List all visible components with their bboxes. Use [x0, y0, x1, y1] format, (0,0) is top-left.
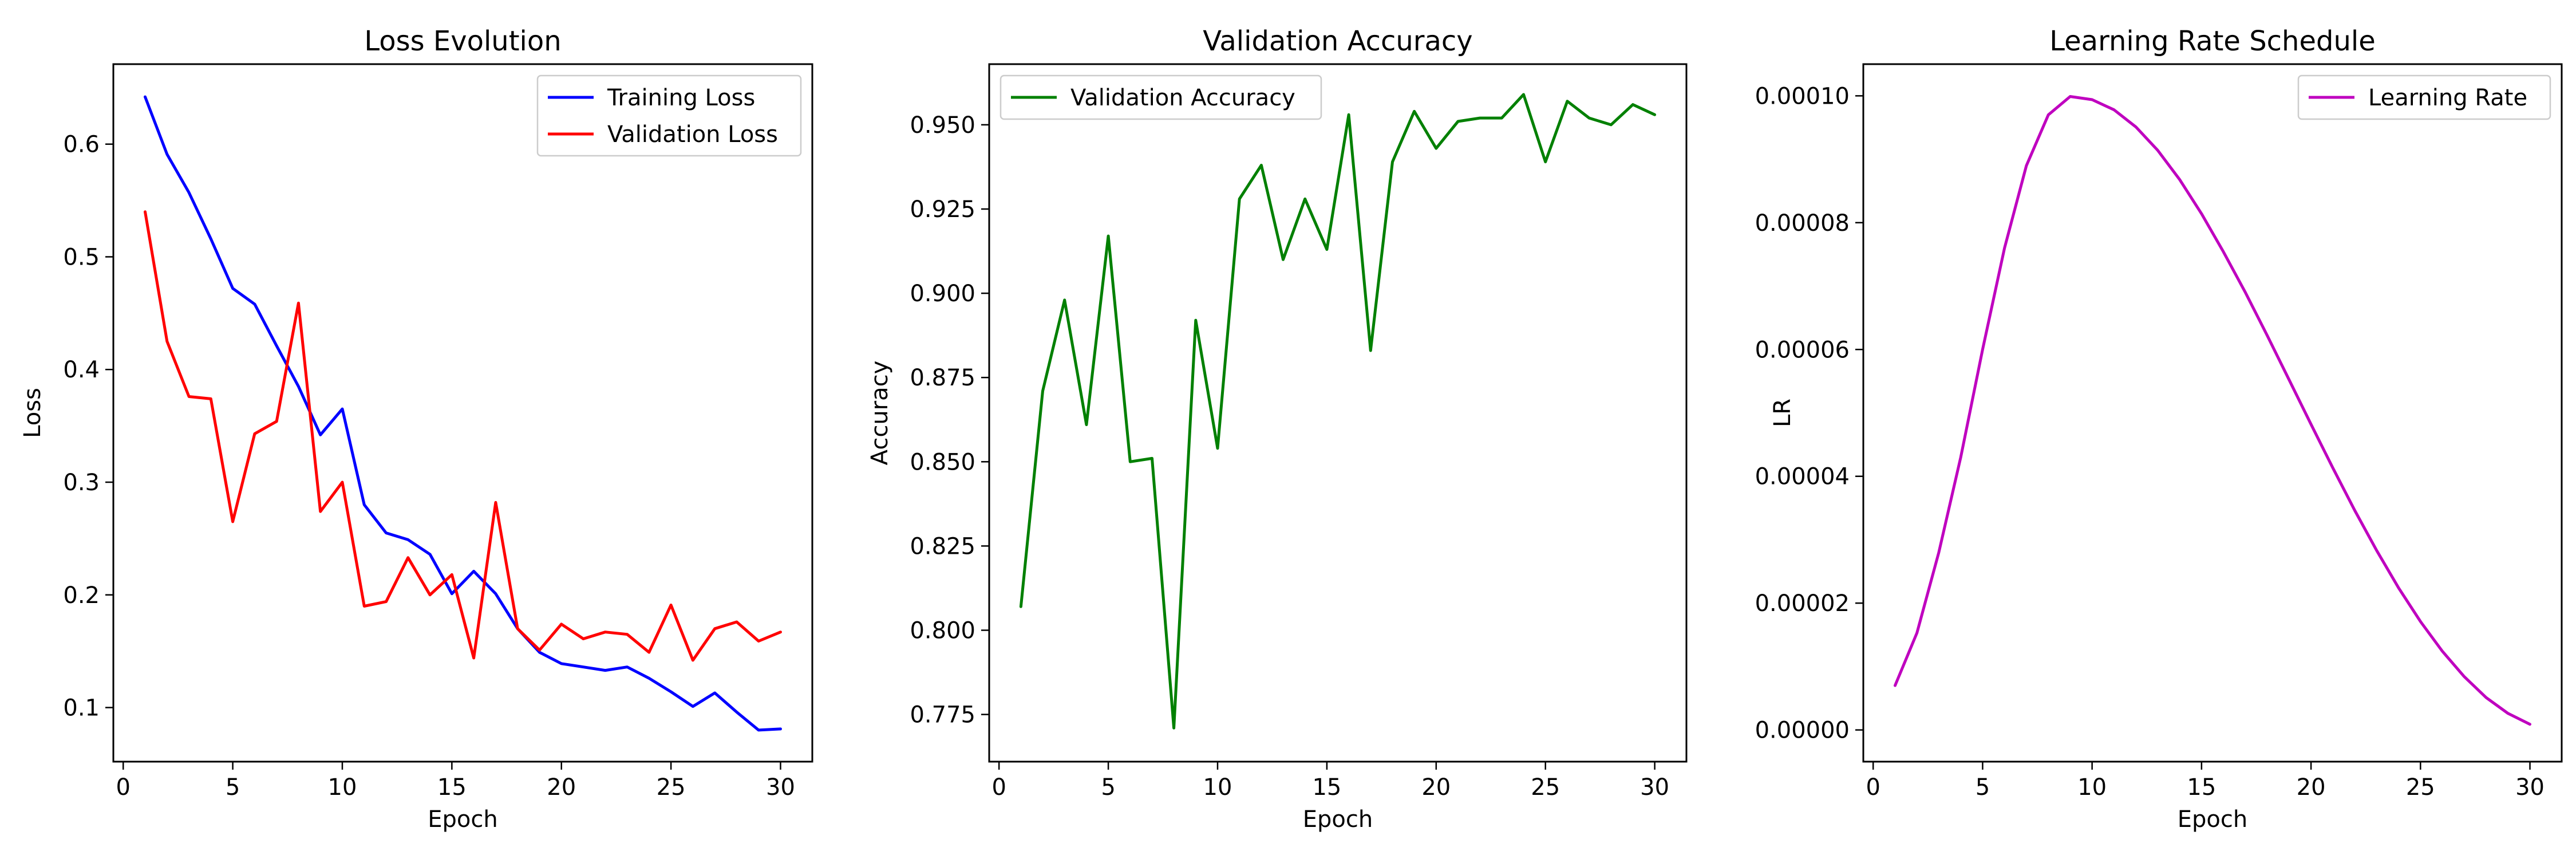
x-tick-label: 20: [547, 774, 576, 801]
y-tick-label: 0.4: [63, 357, 100, 383]
x-axis-label: Epoch: [1303, 806, 1373, 833]
y-tick-label: 0.00010: [1755, 83, 1850, 109]
y-axis-label: Accuracy: [867, 361, 893, 466]
x-tick-label: 20: [2297, 774, 2326, 801]
x-tick-label: 15: [437, 774, 467, 801]
y-tick-label: 0.1: [63, 695, 100, 722]
x-tick-label: 30: [766, 774, 795, 801]
x-tick-label: 15: [1312, 774, 1341, 801]
x-tick-label: 5: [1101, 774, 1115, 801]
y-tick-label: 0.00000: [1755, 718, 1850, 744]
y-tick-label: 0.00002: [1755, 590, 1850, 617]
y-tick-label: 0.825: [910, 533, 975, 559]
y-tick-label: 0.00008: [1755, 210, 1850, 237]
x-tick-label: 15: [2187, 774, 2216, 801]
x-tick-label: 0: [991, 774, 1006, 801]
legend-label: Learning Rate: [2368, 85, 2527, 111]
axes-frame: [1862, 63, 2563, 763]
y-tick-label: 0.00004: [1755, 464, 1850, 490]
y-tick-label: 0.775: [910, 702, 975, 728]
y-tick-label: 0.850: [910, 449, 975, 475]
axes-frame: [988, 63, 1688, 763]
legend: Learning Rate: [2297, 74, 2551, 120]
x-tick-label: 0: [1866, 774, 1880, 801]
chart-panel-1: 0 5 10 15 20 25 30 0.1 0.2 0.3 0.4 0.5 0.6 Loss Evolu…: [19, 25, 813, 833]
legend-label: Training Loss: [607, 85, 755, 111]
y-tick-label: 0.3: [63, 470, 100, 496]
legend: Validation Accuracy: [999, 74, 1322, 120]
x-tick-label: 5: [226, 774, 240, 801]
axes-frame: [112, 63, 813, 763]
chart-title: Validation Accuracy: [1203, 25, 1472, 57]
series-line-validation-accuracy: [1019, 93, 1657, 730]
y-tick-label: 0.875: [910, 365, 975, 391]
legend-box: [999, 74, 1322, 120]
series-line-validation-loss: [144, 210, 782, 662]
legend: Training Loss Validation Loss: [536, 74, 802, 157]
y-axis-label: LR: [1769, 399, 1796, 427]
legend-label: Validation Loss: [607, 121, 778, 148]
y-axis-label: Loss: [19, 388, 46, 438]
x-tick-label: 10: [328, 774, 357, 801]
x-axis-label: Epoch: [2178, 806, 2247, 833]
chart-panel-2: 0 5 10 15 20 25 30 0.775 0.800 0.825 0.850 0.875 0.9…: [867, 25, 1688, 833]
x-tick-label: 20: [1421, 774, 1451, 801]
chart-title: Loss Evolution: [364, 25, 561, 57]
legend-box: [2297, 74, 2551, 120]
series-line-training-loss: [144, 95, 782, 732]
y-tick-label: 0.5: [63, 244, 100, 270]
chart-panel-3: 0 5 10 15 20 25 30 0.00000 0.00002 0.00004 0.00006…: [1755, 25, 2563, 833]
x-tick-label: 30: [1640, 774, 1669, 801]
legend-box: [536, 74, 802, 157]
x-tick-label: 25: [2406, 774, 2435, 801]
y-tick-label: 0.900: [910, 281, 975, 307]
x-tick-label: 30: [2515, 774, 2545, 801]
legend-label: Validation Accuracy: [1070, 85, 1295, 111]
y-tick-label: 0.6: [63, 132, 100, 158]
chart-title: Learning Rate Schedule: [2049, 25, 2376, 57]
x-tick-label: 10: [2077, 774, 2107, 801]
y-tick-label: 0.925: [910, 196, 975, 223]
x-tick-label: 25: [1531, 774, 1560, 801]
x-tick-label: 0: [116, 774, 130, 801]
y-tick-label: 0.00006: [1755, 337, 1850, 363]
x-axis-label: Epoch: [428, 806, 497, 833]
x-tick-label: 10: [1203, 774, 1232, 801]
series-line-learning-rate: [1894, 95, 2531, 726]
x-tick-label: 25: [657, 774, 686, 801]
y-tick-label: 0.2: [63, 582, 100, 609]
y-tick-label: 0.800: [910, 618, 975, 644]
x-tick-label: 5: [1976, 774, 1990, 801]
y-tick-label: 0.950: [910, 112, 975, 139]
